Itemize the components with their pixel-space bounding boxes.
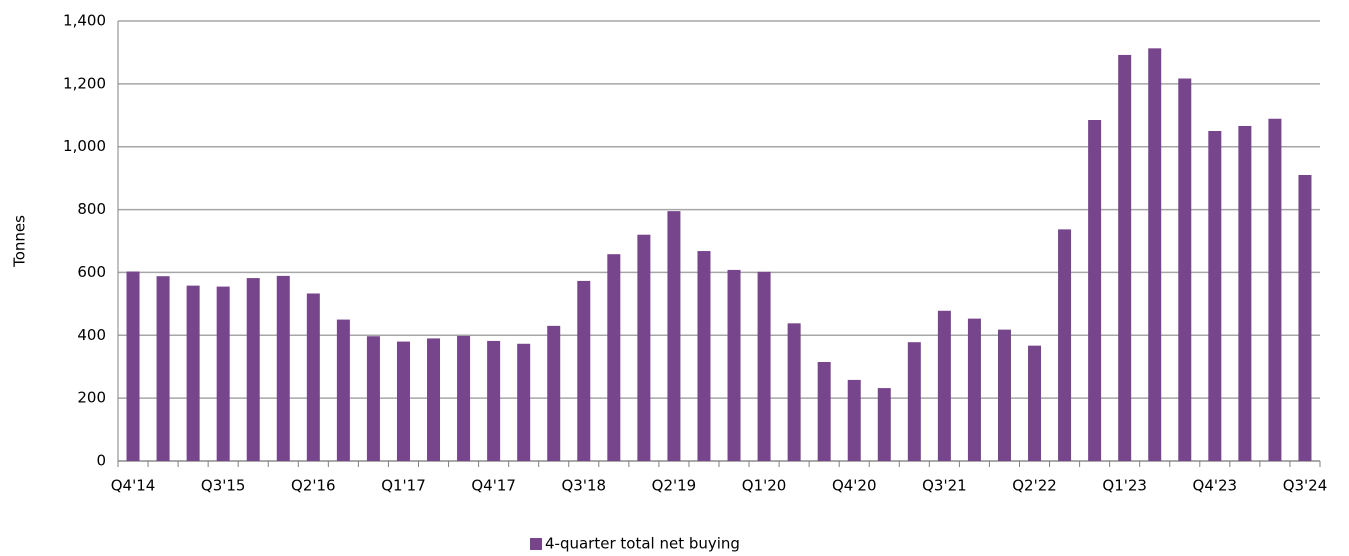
bar [366, 336, 380, 461]
bar [126, 271, 140, 461]
bar [1148, 48, 1162, 461]
bar [1058, 229, 1072, 461]
bar [396, 341, 410, 461]
x-tick-label: Q3'21 [922, 477, 967, 495]
bar [997, 329, 1011, 461]
bar [306, 293, 320, 461]
bar [1178, 78, 1192, 461]
x-tick-label: Q4'20 [832, 477, 877, 495]
bar [1208, 131, 1222, 461]
bar [637, 234, 651, 461]
bar [967, 318, 981, 461]
bar [667, 211, 681, 461]
bar [276, 275, 290, 461]
bar [156, 276, 170, 461]
bar [487, 340, 501, 461]
bar [547, 325, 561, 461]
bar [1298, 175, 1312, 461]
x-tick-label: Q4'14 [111, 477, 156, 495]
x-tick-label: Q1'20 [742, 477, 787, 495]
bar [817, 362, 831, 461]
y-tick-label: 1,000 [63, 137, 106, 155]
bar [877, 388, 891, 461]
bar [186, 285, 200, 461]
bar [336, 319, 350, 461]
bar [727, 269, 741, 461]
bar [216, 286, 230, 461]
bar [847, 379, 861, 461]
y-tick-label: 600 [77, 263, 106, 281]
x-tick-label: Q2'16 [291, 477, 336, 495]
x-tick-label: Q4'23 [1193, 477, 1238, 495]
legend-label: 4-quarter total net buying [545, 535, 740, 553]
x-tick-label: Q3'24 [1283, 477, 1328, 495]
bar [1118, 54, 1132, 461]
bar [427, 338, 441, 461]
y-tick-label: 1,400 [63, 12, 106, 30]
x-tick-label: Q1'17 [381, 477, 426, 495]
y-tick-label: 200 [77, 389, 106, 407]
x-tick-label: Q2'19 [652, 477, 697, 495]
y-axis-label: Tonnes [11, 215, 29, 268]
y-tick-label: 400 [77, 326, 106, 344]
bar [577, 280, 591, 461]
bar [1268, 118, 1282, 461]
x-tick-label: Q3'15 [201, 477, 246, 495]
bar [517, 343, 531, 461]
bar [1088, 120, 1102, 461]
x-tick-label: Q2'22 [1012, 477, 1057, 495]
x-tick-label: Q4'17 [471, 477, 516, 495]
y-tick-label: 1,200 [63, 74, 106, 92]
legend-swatch [530, 538, 542, 550]
x-tick-label: Q1'23 [1102, 477, 1147, 495]
y-tick-label: 800 [77, 200, 106, 218]
bar [757, 271, 771, 461]
x-tick-label: Q3'18 [561, 477, 606, 495]
bar [607, 254, 621, 461]
bar [1028, 345, 1042, 461]
bar [246, 278, 260, 461]
bar [907, 342, 921, 461]
bar [457, 335, 471, 461]
y-tick-label: 0 [96, 452, 106, 470]
bar [1238, 125, 1252, 461]
bar [697, 251, 711, 461]
bar [787, 323, 801, 461]
bar [937, 310, 951, 461]
